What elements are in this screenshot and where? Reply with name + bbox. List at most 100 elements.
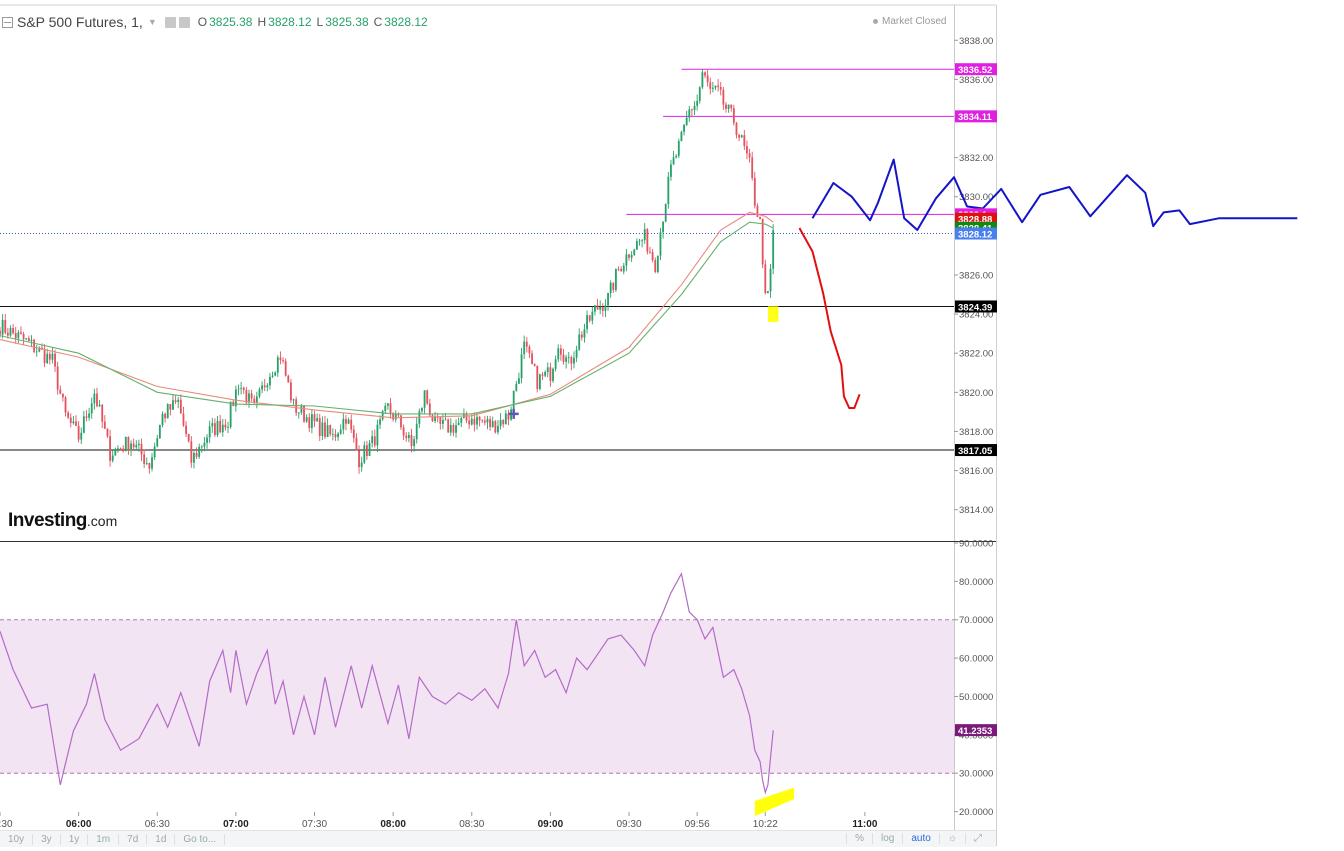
candle-body [38, 347, 41, 352]
candles [0, 69, 775, 474]
candle-body [662, 221, 664, 233]
settings-icon[interactable] [164, 16, 176, 28]
candle-body [276, 357, 279, 373]
candle-body [656, 255, 659, 272]
candle-body [373, 436, 376, 446]
candle-body [274, 372, 277, 376]
price-badge: 3828.88 [958, 214, 992, 225]
rsi-line [0, 571, 774, 795]
candle-body [620, 268, 623, 272]
candle-body [609, 282, 612, 294]
candle-body [439, 417, 442, 424]
candle-body [706, 75, 709, 83]
symbol-title[interactable]: S&P 500 Futures, 1, [17, 14, 143, 30]
candle-body [573, 357, 575, 364]
auto-scale-button[interactable]: auto [902, 833, 938, 844]
candle-body [111, 455, 114, 461]
horizontal-lines [0, 68, 954, 451]
candle-body [352, 429, 355, 438]
candle-body [310, 414, 313, 428]
red-projection-line [798, 227, 861, 409]
level-label: 3817.05 [958, 446, 993, 457]
range-1y-button[interactable]: 1y [61, 833, 89, 845]
candle-body [719, 86, 722, 90]
price-badge: 3828.12 [958, 229, 992, 240]
candle-body [489, 419, 492, 428]
y-tick-label: 3826.00 [959, 270, 993, 281]
candle-body [198, 446, 201, 457]
candle-body [271, 375, 274, 377]
candle-body [544, 371, 547, 376]
candle-body [300, 405, 303, 413]
chevron-down-icon[interactable]: ▼ [147, 17, 157, 27]
x-tick-label: 09:00 [538, 819, 564, 830]
candle-body [641, 240, 644, 241]
candle-body [604, 305, 607, 311]
candle-body [318, 418, 321, 436]
candle-body [761, 218, 764, 265]
candle-body [101, 404, 104, 422]
candle-body [654, 260, 657, 272]
open-label: O [197, 15, 208, 29]
candle-body [148, 463, 151, 469]
gear-icon[interactable]: ☼ [938, 833, 965, 844]
range-1d-button[interactable]: 1d [147, 833, 176, 845]
candle-body [431, 415, 434, 422]
log-scale-button[interactable]: log [872, 833, 902, 844]
candle-body [145, 463, 148, 464]
candle-body [601, 306, 604, 311]
percent-scale-button[interactable]: % [846, 833, 872, 844]
candle-body [172, 400, 174, 410]
close-icon[interactable] [178, 16, 190, 28]
candle-body [756, 205, 759, 217]
candle-body [594, 305, 596, 312]
candle-body [541, 374, 544, 376]
candle-body [442, 420, 444, 424]
y-tick-label: 3822.00 [959, 349, 993, 360]
rsi-tick-label: 70.0000 [959, 615, 993, 626]
y-tick-label: 3820.00 [959, 388, 993, 399]
candle-body [753, 177, 756, 206]
candle-body [651, 252, 654, 261]
goto-button[interactable]: Go to... [175, 833, 226, 845]
candle-body [132, 443, 135, 448]
candle-body [43, 349, 46, 364]
candle-body [140, 443, 143, 455]
candle-body [578, 334, 581, 350]
range-1m-button[interactable]: 1m [88, 833, 120, 845]
candle-body [659, 232, 662, 256]
candle-body [279, 357, 282, 360]
range-7d-button[interactable]: 7d [119, 833, 148, 845]
candle-body [161, 413, 164, 426]
candle-body [622, 265, 625, 272]
status-dot-icon [873, 18, 878, 24]
candle-body [35, 351, 38, 353]
candle-body [234, 389, 237, 407]
candle-body [342, 418, 345, 430]
candle-body [696, 100, 699, 106]
candle-body [345, 418, 347, 424]
range-10y-button[interactable]: 10y [0, 833, 34, 845]
candle-body [20, 332, 22, 334]
candle-body [329, 425, 332, 435]
collapse-icon[interactable] [2, 16, 13, 28]
candle-body [384, 405, 387, 412]
candle-body [646, 229, 649, 252]
price-badge-bg [955, 212, 997, 225]
range-3y-button[interactable]: 3y [33, 833, 61, 845]
candle-body [14, 333, 17, 339]
candle-body [667, 176, 670, 205]
candle-body [27, 338, 30, 342]
candle-body [570, 357, 573, 364]
low-label: L [316, 15, 324, 29]
candle-body [690, 109, 693, 111]
candle-body [224, 424, 227, 428]
candle-body [635, 241, 638, 250]
candle-body [56, 366, 59, 390]
candle-body [355, 437, 358, 451]
candle-body [473, 418, 476, 425]
candle-body [96, 393, 98, 407]
fullscreen-icon[interactable]: ⤢ [965, 833, 990, 844]
price-highlight [767, 306, 779, 322]
